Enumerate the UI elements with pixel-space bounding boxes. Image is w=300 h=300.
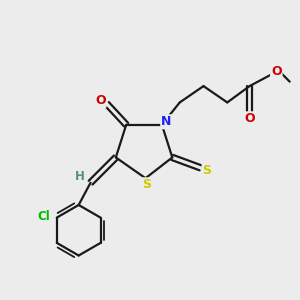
Text: Cl: Cl	[37, 210, 50, 223]
Text: O: O	[271, 65, 282, 78]
Text: O: O	[95, 94, 106, 107]
Text: O: O	[244, 112, 255, 125]
Text: H: H	[75, 170, 85, 183]
Text: S: S	[142, 178, 152, 191]
Text: S: S	[202, 164, 211, 177]
Text: N: N	[161, 115, 172, 128]
